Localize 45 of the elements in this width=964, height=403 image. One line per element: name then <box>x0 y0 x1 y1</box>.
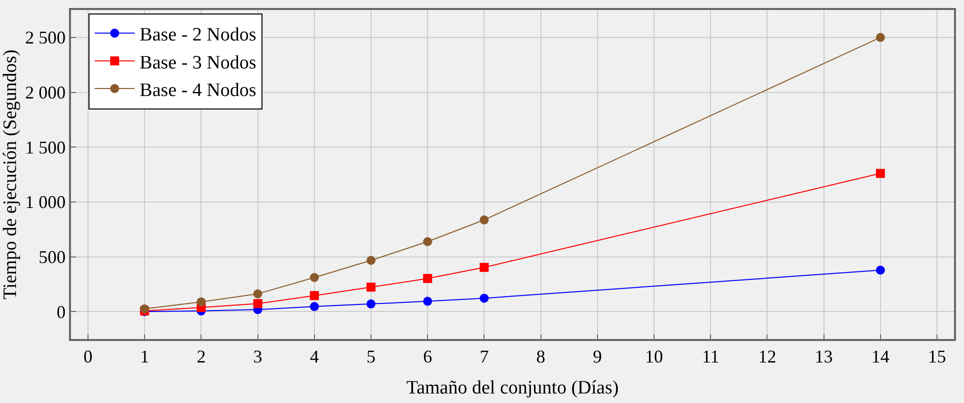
point <box>876 168 885 178</box>
point <box>253 299 262 308</box>
point <box>423 237 432 246</box>
x-axis-title: Tamaño del conjunto (Días) <box>406 378 619 399</box>
y-tick-label: 500 <box>38 247 66 268</box>
y-tick-label: 0 <box>56 302 66 322</box>
legend-label: Base - 2 Nodos <box>140 24 256 46</box>
legend-label: Base - 4 Nodos <box>140 80 256 101</box>
x-tick-label: 12 <box>758 346 776 366</box>
point <box>253 289 262 298</box>
x-tick-label: 6 <box>423 346 432 366</box>
point <box>480 262 489 272</box>
y-tick-label: 1 000 <box>25 192 66 212</box>
x-tick-label: 14 <box>871 346 890 366</box>
x-tick-label: 3 <box>253 346 262 366</box>
x-tick-label: 7 <box>480 346 489 366</box>
point <box>480 294 489 303</box>
y-tick-label: 2 000 <box>25 82 66 103</box>
x-tick-label: 13 <box>814 346 833 366</box>
x-tick-label: 9 <box>592 346 602 366</box>
point <box>310 291 319 300</box>
x-tick-label: 5 <box>366 346 376 366</box>
x-tick-label: 10 <box>645 346 664 366</box>
x-tick-label: 2 <box>196 346 206 366</box>
y-tick-label: 1 500 <box>25 137 66 158</box>
point <box>876 32 885 42</box>
x-tick-label: 8 <box>536 346 546 366</box>
y-axis-title: Tiempo de ejecución (Segundos) <box>0 50 21 300</box>
x-tick-label: 4 <box>310 346 319 366</box>
legend-label: Base - 3 Nodos <box>140 52 256 74</box>
point <box>196 297 206 306</box>
x-tick-label: 0 <box>83 346 92 366</box>
x-tick-label: 11 <box>702 346 720 366</box>
x-tick-label: 15 <box>928 346 946 366</box>
y-tick-label: 2 500 <box>25 28 66 48</box>
point <box>366 256 376 265</box>
point <box>480 215 489 224</box>
point <box>876 266 885 275</box>
x-tick-label: 1 <box>140 346 150 366</box>
point <box>310 302 319 312</box>
point <box>423 274 432 283</box>
point <box>423 296 432 306</box>
point <box>366 299 376 308</box>
point <box>366 282 376 292</box>
point <box>310 272 319 282</box>
